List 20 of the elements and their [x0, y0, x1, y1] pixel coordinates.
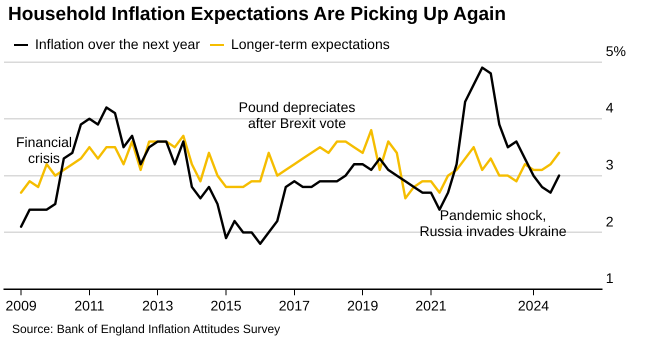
y-tick-label: 3	[606, 156, 614, 172]
source-note: Source: Bank of England Inflation Attitudes Survey	[12, 322, 280, 336]
x-tick-label: 2019	[347, 297, 378, 314]
annotation: Pound depreciates after Brexit vote	[238, 99, 356, 131]
x-tick-label: 2011	[74, 297, 105, 314]
chart-title: Household Inflation Expectations Are Picking Up Again	[8, 4, 506, 26]
x-tick-label: 2009	[6, 297, 37, 314]
x-tick-label: 2013	[142, 297, 174, 314]
x-tick-label: 2015	[210, 297, 242, 314]
annotation: Financial crisis	[14, 134, 74, 166]
annotation: Pandemic shock, Russia invades Ukraine	[418, 207, 568, 239]
x-tick-label: 2021	[415, 297, 447, 314]
x-tick-label: 2017	[278, 297, 310, 314]
legend-label: Longer-term expectations	[230, 36, 390, 52]
x-tick-label: 2024	[518, 297, 550, 314]
y-tick-label: 1	[606, 270, 614, 286]
legend-label: Inflation over the next year	[35, 36, 200, 52]
y-tick-label: 4	[606, 100, 614, 116]
y-tick-label: 5%	[606, 42, 626, 59]
y-tick-label: 2	[606, 213, 614, 230]
